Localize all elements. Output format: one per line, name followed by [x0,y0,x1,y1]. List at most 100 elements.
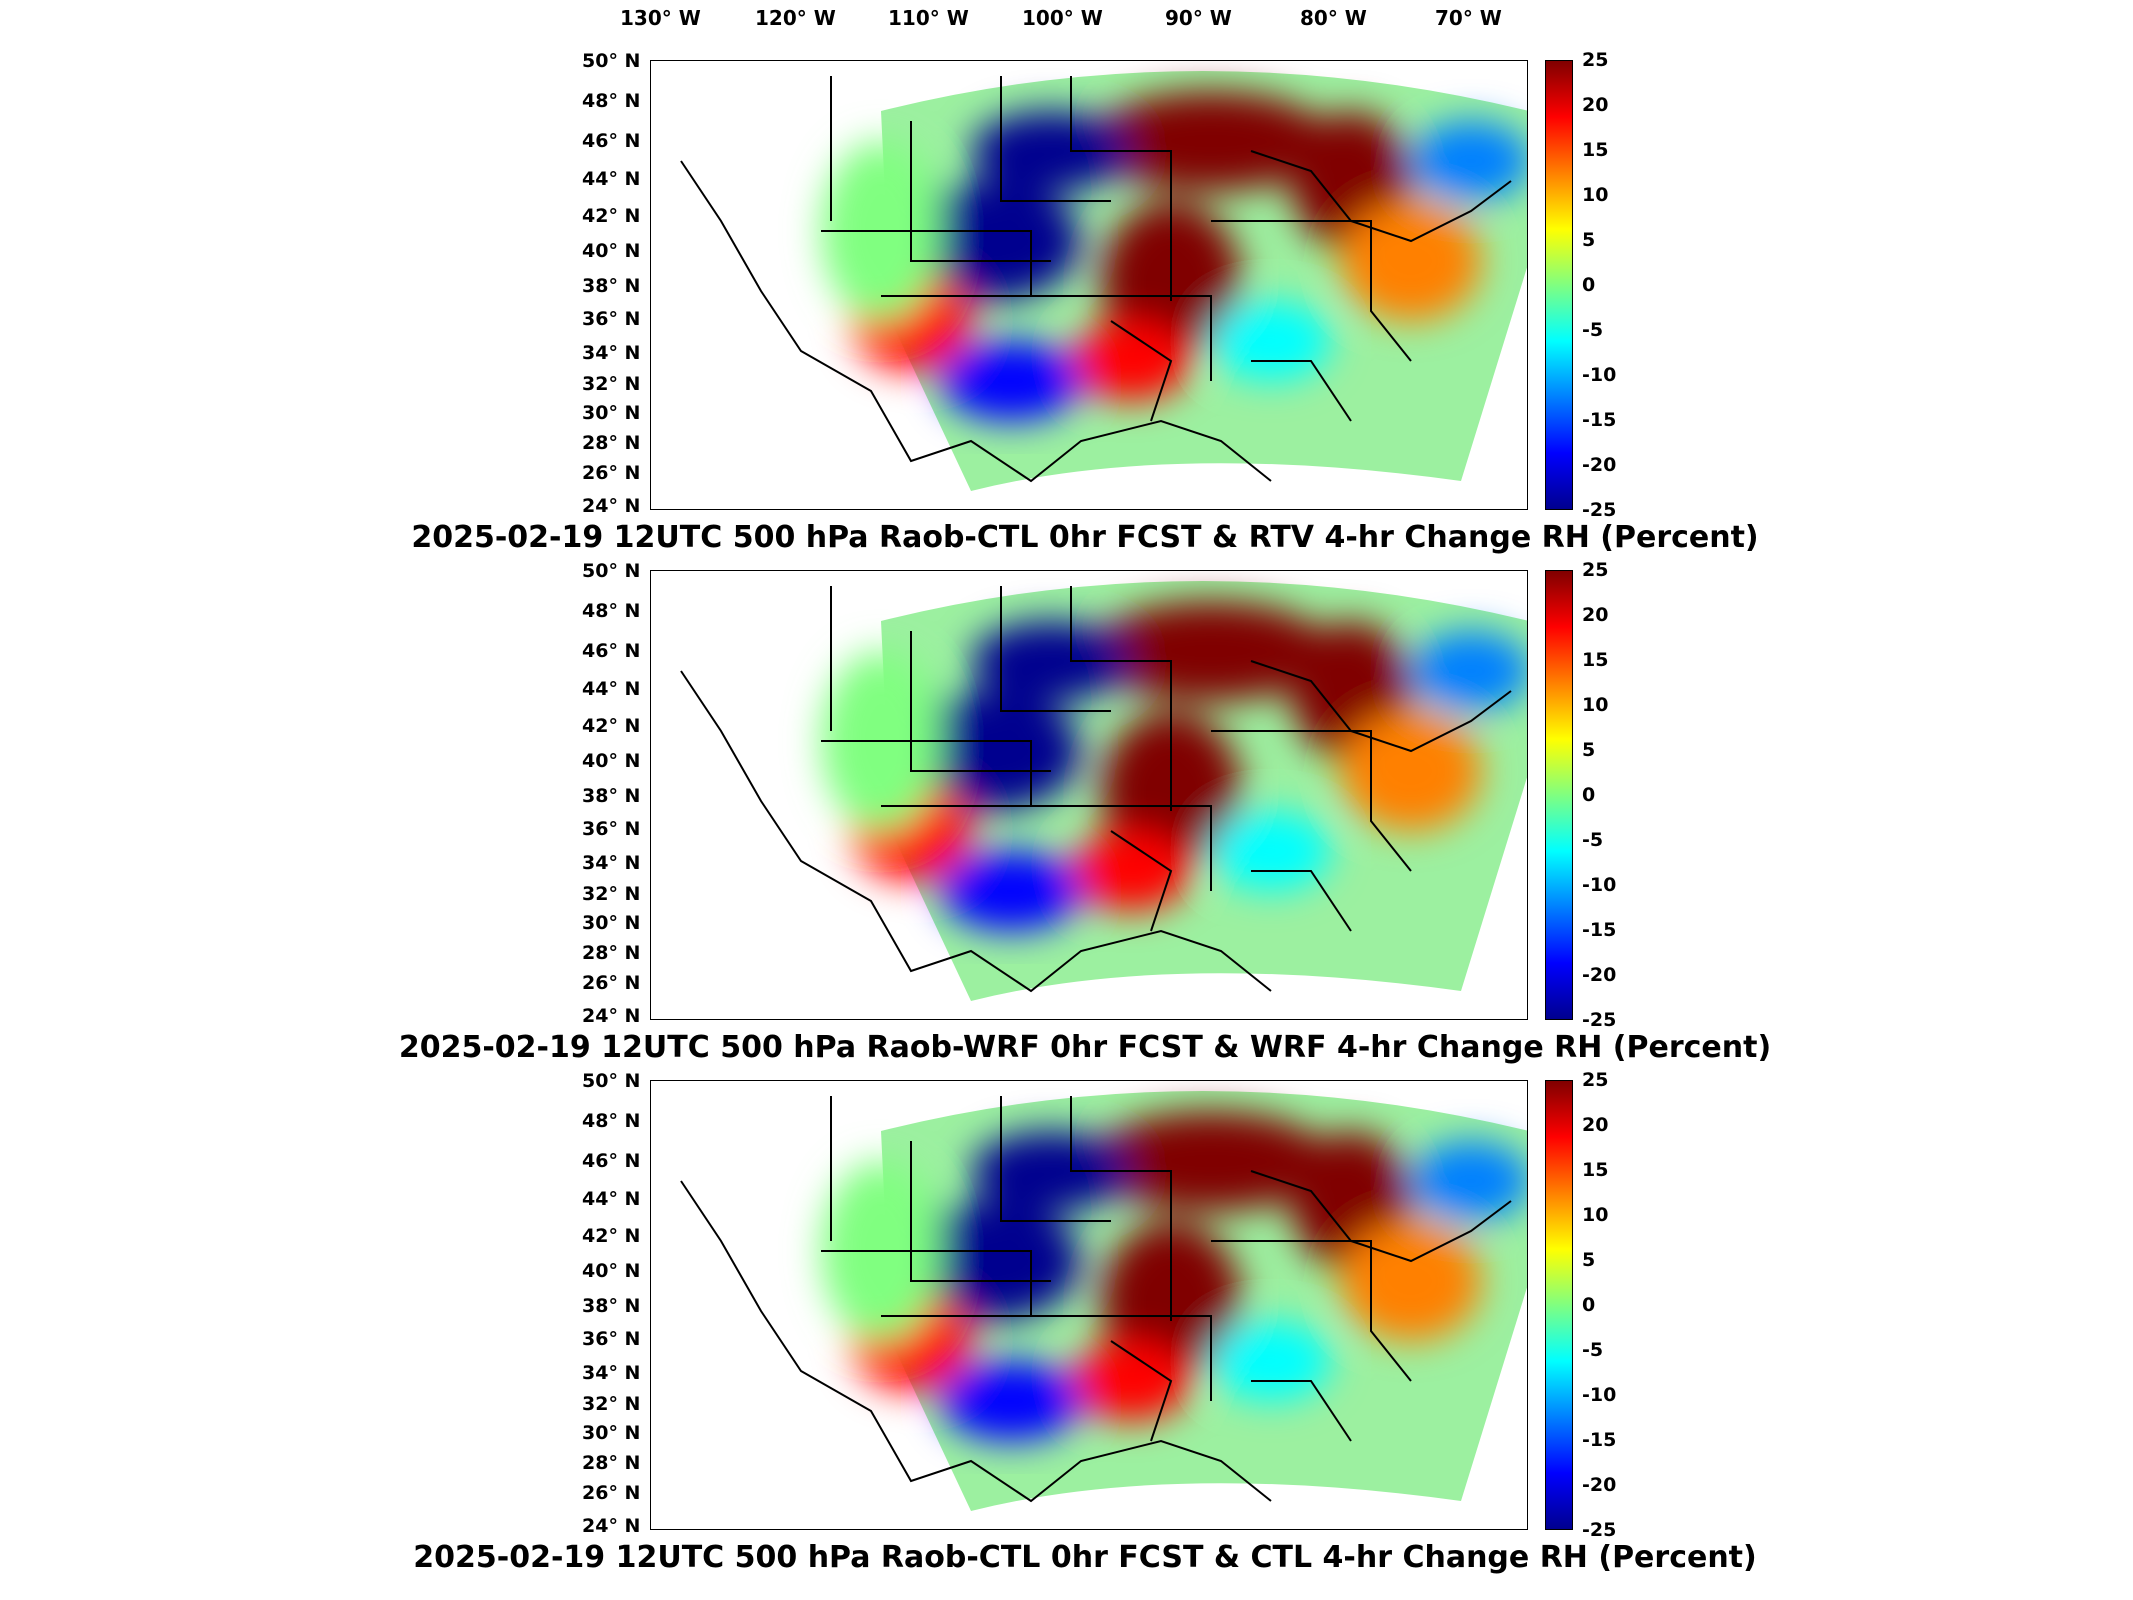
boundary-line [1211,730,1412,872]
boundary-line [1110,320,1173,422]
boundary-line [821,230,1032,296]
colorbar-tick-label: -5 [1582,829,1604,851]
lat-label: 46° N [582,640,641,662]
boundary-line [1000,1096,1111,1222]
lon-label-120w: 120° W [755,6,836,30]
colorbar-tick-label: -10 [1582,874,1617,896]
boundary-line [881,805,1212,891]
lon-label-70w: 70° W [1435,6,1502,30]
rh-field-patch [901,691,1081,811]
boundary-line [1250,1170,1512,1263]
colorbar-tick-label: -25 [1582,1519,1617,1541]
colorbar-tick-label: 20 [1582,604,1609,626]
lat-label: 50° N [582,1070,641,1092]
lat-label: 26° N [582,1482,641,1504]
rh-field-patch [1341,201,1481,321]
lat-label: 36° N [582,1328,641,1350]
rh-field-patch [941,851,1081,931]
rh-field-map [680,1091,1527,1511]
colorbar-tick-label: 25 [1582,1069,1609,1091]
rh-field-patch [1091,601,1331,701]
boundary-line [1211,1240,1412,1382]
boundary-line [910,121,1051,262]
rh-field-patch [1211,301,1331,381]
lat-label: 30° N [582,402,641,424]
rh-field-patch [1341,711,1481,831]
boundary-line [680,1180,1272,1503]
lon-label-90w: 90° W [1165,6,1232,30]
colorbar [1545,570,1573,1020]
colorbar-tick-label: 5 [1582,739,1596,761]
colorbar [1545,1080,1573,1530]
colorbar-tick-label: -25 [1582,499,1617,521]
lat-label: 30° N [582,1422,641,1444]
panel-title: 2025-02-19 12UTC 500 hPa Raob-CTL 0hr FC… [411,520,1759,555]
panel-title: 2025-02-19 12UTC 500 hPa Raob-CTL 0hr FC… [413,1540,1757,1575]
rh-field-patch [941,341,1081,421]
rh-field-patch [971,621,1131,701]
lat-label: 36° N [582,308,641,330]
boundary-line [680,670,1272,993]
lat-label: 32° N [582,373,641,395]
colorbar-tick-label: 25 [1582,49,1609,71]
lat-label: 26° N [582,462,641,484]
lon-label-110w: 110° W [888,6,969,30]
rh-field-map [680,71,1527,491]
lat-label: 28° N [582,1452,641,1474]
boundary-line [1000,586,1111,712]
lat-label: 50° N [582,50,641,72]
colorbar-tick-label: -15 [1582,919,1617,941]
map-panel-2: 50° N 48° N 46° N 44° N 42° N 40° N 38° N 36° N… [0,559,2133,1080]
map-frame [650,60,1528,510]
boundary-line [881,295,1212,381]
lon-label-100w: 100° W [1022,6,1103,30]
boundary-line [881,1315,1212,1401]
rh-field-patch [1091,91,1331,191]
lat-label: 28° N [582,942,641,964]
colorbar-tick-label: 5 [1582,229,1596,251]
boundary-line [1250,660,1512,753]
rh-field-patch [1411,631,1527,711]
lat-label: 38° N [582,785,641,807]
rh-field-patch [1341,1221,1481,1341]
rh-field-map [680,581,1527,1001]
lat-label: 44° N [582,1188,641,1210]
colorbar-tick-label: -25 [1582,1009,1617,1031]
boundary-line [821,740,1032,806]
colorbar-tick-label: -10 [1582,364,1617,386]
colorbar-tick-label: -15 [1582,409,1617,431]
colorbar-tick-label: 10 [1582,694,1609,716]
lat-label: 48° N [582,600,641,622]
lat-label: 38° N [582,275,641,297]
rh-field-patch [1071,1341,1191,1421]
lat-label: 50° N [582,560,641,582]
lat-label: 24° N [582,495,641,517]
lat-label: 24° N [582,1005,641,1027]
rh-field-patch [1411,1141,1527,1221]
lat-label: 26° N [582,972,641,994]
boundary-line [1110,1340,1173,1442]
colorbar-tick-label: -20 [1582,1474,1617,1496]
colorbar-tick-label: 20 [1582,1114,1609,1136]
colorbar-tick-label: -5 [1582,319,1604,341]
boundary-line [1110,830,1173,932]
colorbar-tick-label: 10 [1582,184,1609,206]
rh-field-patch [901,1201,1081,1321]
lat-label: 44° N [582,168,641,190]
boundary-line [1251,360,1352,422]
lat-label: 46° N [582,1150,641,1172]
rh-field-patch [1091,1111,1331,1211]
colorbar-tick-label: 15 [1582,139,1609,161]
lat-label: 38° N [582,1295,641,1317]
colorbar-tick-label: -20 [1582,964,1617,986]
lat-label: 40° N [582,1260,641,1282]
rh-field-patch [1071,321,1191,401]
colorbar-tick-label: 15 [1582,1159,1609,1181]
rh-field-patch [1411,121,1527,201]
boundary-line [680,160,1272,483]
lon-label-130w: 130° W [620,6,701,30]
colorbar-tick-label: 0 [1582,1294,1596,1316]
colorbar-tick-label: 10 [1582,1204,1609,1226]
colorbar-tick-label: 0 [1582,784,1596,806]
rh-field-patch [971,111,1131,191]
